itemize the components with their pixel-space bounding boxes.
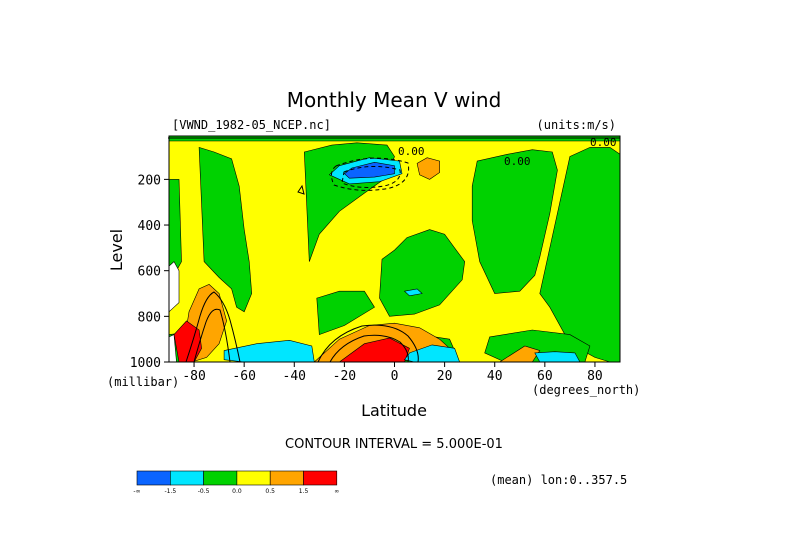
colorbar-swatch [269,470,304,486]
colorbar-label: -∞ [133,488,140,495]
colorbar-swatch [170,470,204,486]
x-axis-units: (degrees_north) [532,383,640,397]
y-tick-label: 200 [138,173,161,188]
contour-lines [168,137,620,363]
colorbar-swatch [203,470,238,486]
colorbar-label: -0.5 [198,488,210,495]
y-tick-label: 400 [138,219,161,234]
contour-region [416,157,440,180]
x-tick-label: 80 [587,369,603,384]
colorbar-label: ∞ [334,488,339,495]
colorbar-swatch [303,470,338,486]
contour-line [317,324,419,363]
x-axis-ticks: -80 -60 -40 -20 0 20 40 60 80 [182,362,603,384]
contour-label: 0.00 [504,155,531,168]
contour-region [471,149,558,294]
x-tick-label: -60 [232,369,255,384]
contour-region [198,146,253,313]
x-tick-label: -20 [333,369,356,384]
y-tick-label: 600 [138,265,161,280]
colorbar-swatch [236,470,271,486]
y-axis-ticks: 200 400 600 800 1000 [130,173,169,371]
colorbar-label: -1.5 [164,488,176,495]
contour-region [379,229,466,317]
colorbar-swatch [136,470,171,486]
contour-region [403,288,423,297]
contour-fills [168,135,621,363]
x-tick-label: -80 [182,369,205,384]
contour-line [185,291,241,363]
contour-line [193,308,231,363]
units-label: (units:m/s) [537,118,616,132]
contour-label: 0.00 [398,145,425,158]
y-axis-units: (millibar) [107,375,179,389]
x-axis-label: Latitude [361,401,427,420]
contour-label: 0.00 [590,136,617,149]
y-axis-label: Level [107,229,126,271]
contour-line [330,157,410,191]
colorbar: -∞ -1.5 -0.5 0.0 0.5 1.5 ∞ [133,470,339,495]
x-tick-label: -40 [283,369,306,384]
chart-title: Monthly Mean V wind [287,88,502,112]
x-tick-label: 40 [487,369,503,384]
contour-region [168,261,180,313]
colorbar-label: 0.0 [232,488,242,495]
colorbar-label: 0.5 [265,488,275,495]
dataset-label: [VWND_1982-05_NCEP.nc] [172,118,331,132]
x-tick-label: 20 [437,369,453,384]
contour-interval-text: CONTOUR INTERVAL = 5.000E-01 [285,437,503,452]
y-tick-label: 1000 [130,356,161,371]
contour-line [329,334,409,363]
contour-region [343,161,395,179]
x-tick-label: 0 [391,369,399,384]
contour-line [341,166,401,188]
contour-line [297,184,305,195]
contour-labels: 0.00 0.00 0.00 [398,136,617,168]
mean-text: (mean) lon:0..357.5 [490,473,627,487]
x-tick-label: 60 [537,369,553,384]
plot-area: 0.00 0.00 0.00 -80 -60 -40 -20 0 20 40 60 80 200… [130,135,621,384]
colorbar-label: 1.5 [299,488,309,495]
contour-region [316,290,375,336]
contour-region [534,351,581,363]
y-tick-label: 800 [138,310,161,325]
